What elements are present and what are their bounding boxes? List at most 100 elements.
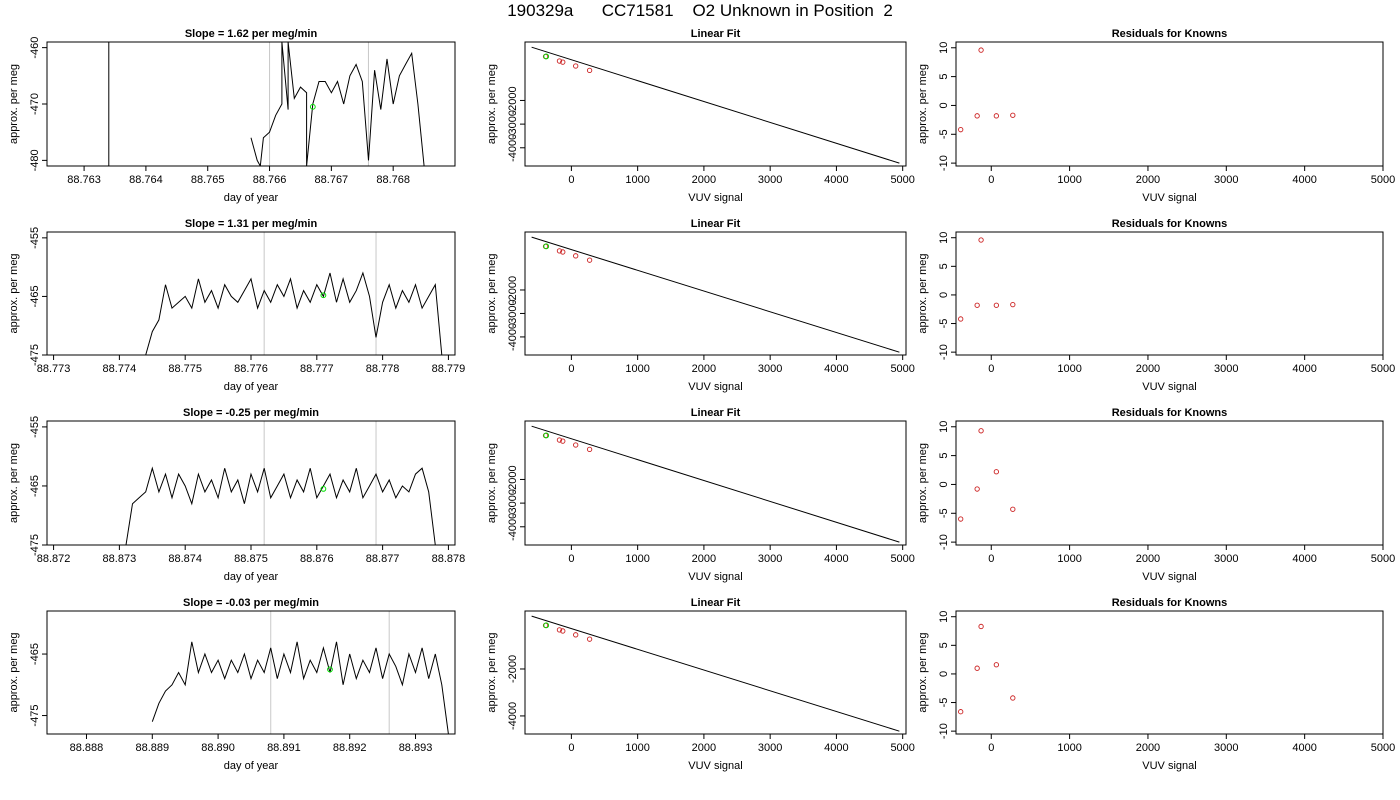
x-tick-label: 0 bbox=[568, 363, 574, 375]
x-tick-label: 88.765 bbox=[191, 174, 225, 186]
x-tick-label: 2000 bbox=[1136, 553, 1160, 565]
plot-frame bbox=[524, 41, 907, 167]
y-tick-label: -3000 bbox=[507, 110, 519, 138]
plot-frame bbox=[955, 420, 1384, 546]
data-point bbox=[573, 253, 579, 259]
y-tick-label: -475 bbox=[29, 705, 41, 727]
data-point bbox=[993, 302, 999, 308]
y-tick-label: -4000 bbox=[507, 702, 519, 730]
x-tick-label: 5000 bbox=[890, 363, 914, 375]
panel-title: Slope = -0.03 per meg/min bbox=[183, 597, 319, 609]
plot-area bbox=[151, 641, 449, 734]
y-tick-label: -3000 bbox=[507, 299, 519, 327]
x-tick-label: 5000 bbox=[1371, 174, 1395, 186]
series-line bbox=[250, 42, 425, 166]
x-tick-label: 3000 bbox=[1214, 742, 1238, 754]
panel-4-3: Residuals for Knowns 0 1000 2000 3000 4000 500… bbox=[917, 597, 1395, 772]
plot-frame bbox=[46, 41, 456, 167]
x-tick-label: 4000 bbox=[824, 742, 848, 754]
x-tick-label: 4000 bbox=[1292, 363, 1316, 375]
x-tick-label: 88.766 bbox=[253, 174, 287, 186]
x-tick-label: 88.767 bbox=[315, 174, 349, 186]
x-tick-label: 88.774 bbox=[103, 363, 137, 375]
y-tick-label: -5 bbox=[938, 508, 950, 518]
x-tick-label: 2000 bbox=[692, 363, 716, 375]
data-point bbox=[1010, 302, 1016, 308]
fit-line bbox=[531, 236, 900, 353]
panel-title: Residuals for Knowns bbox=[1112, 407, 1228, 419]
data-point bbox=[560, 628, 566, 634]
x-axis-label: VUV signal bbox=[1142, 760, 1196, 772]
x-tick-label: 5000 bbox=[890, 553, 914, 565]
y-tick-label: -480 bbox=[29, 149, 41, 171]
x-tick-label: 0 bbox=[988, 553, 994, 565]
x-tick-label: 88.873 bbox=[103, 553, 137, 565]
y-tick-label: 0 bbox=[938, 292, 950, 298]
plot-frame bbox=[46, 420, 456, 546]
y-tick-label: -465 bbox=[29, 475, 41, 497]
highlight-point bbox=[543, 622, 550, 629]
y-tick-label: -2000 bbox=[507, 655, 519, 683]
data-point bbox=[586, 257, 593, 263]
data-point bbox=[556, 248, 563, 254]
panel-1-1: Slope = 1.62 per meg/min 88.763 88.764 88.7… bbox=[8, 28, 456, 204]
data-point bbox=[556, 58, 563, 64]
data-point bbox=[974, 302, 980, 308]
data-point bbox=[978, 47, 984, 53]
data-point bbox=[556, 437, 563, 443]
x-tick-label: 88.874 bbox=[168, 553, 202, 565]
data-point bbox=[586, 636, 593, 642]
x-tick-label: 3000 bbox=[1214, 174, 1238, 186]
x-tick-label: 3000 bbox=[758, 742, 782, 754]
data-point bbox=[573, 63, 579, 69]
plot-frame bbox=[955, 610, 1384, 735]
x-tick-label: 1000 bbox=[1057, 553, 1081, 565]
x-tick-label: 3000 bbox=[758, 174, 782, 186]
x-tick-label: 3000 bbox=[758, 553, 782, 565]
y-tick-label: -5 bbox=[938, 698, 950, 708]
highlight-point bbox=[543, 243, 550, 250]
x-tick-label: 88.773 bbox=[37, 363, 71, 375]
x-tick-label: 5000 bbox=[1371, 363, 1395, 375]
y-tick-label: -2000 bbox=[507, 86, 519, 114]
x-tick-label: 2000 bbox=[692, 553, 716, 565]
x-tick-label: 88.779 bbox=[432, 363, 466, 375]
x-tick-label: 1000 bbox=[625, 742, 649, 754]
y-axis-label: approx. per meg bbox=[486, 64, 498, 144]
y-tick-label: 10 bbox=[938, 611, 950, 623]
data-point bbox=[993, 113, 999, 119]
panel-title: Slope = -0.25 per meg/min bbox=[183, 407, 319, 419]
y-tick-label: 5 bbox=[938, 453, 950, 459]
panel-title: Slope = 1.31 per meg/min bbox=[185, 218, 318, 230]
x-axis-label: day of year bbox=[224, 760, 279, 772]
y-axis-label: approx. per meg bbox=[8, 253, 20, 333]
x-tick-label: 88.764 bbox=[129, 174, 163, 186]
panel-2-1: Slope = 1.31 per meg/min 88.773 88.774 88.7… bbox=[8, 218, 465, 393]
y-tick-label: -460 bbox=[29, 37, 41, 59]
panel-3-3: Residuals for Knowns 0 1000 2000 3000 4000 500… bbox=[917, 407, 1395, 583]
x-tick-label: 88.776 bbox=[234, 363, 268, 375]
fit-line bbox=[531, 425, 900, 543]
y-tick-label: -5 bbox=[938, 129, 950, 139]
y-tick-label: 5 bbox=[938, 74, 950, 80]
x-tick-label: 88.763 bbox=[67, 174, 101, 186]
data-point bbox=[1010, 695, 1016, 701]
y-tick-label: -470 bbox=[29, 93, 41, 115]
x-tick-label: 5000 bbox=[1371, 553, 1395, 565]
y-tick-label: -455 bbox=[29, 227, 41, 249]
y-tick-label: -3000 bbox=[507, 489, 519, 517]
fit-line bbox=[531, 615, 900, 732]
data-point bbox=[958, 127, 964, 133]
x-tick-label: 1000 bbox=[625, 363, 649, 375]
y-tick-label: -10 bbox=[938, 155, 950, 171]
plot-area bbox=[531, 46, 900, 164]
y-axis-label: approx. per meg bbox=[917, 443, 929, 523]
x-axis-label: VUV signal bbox=[688, 760, 742, 772]
panel-title: Residuals for Knowns bbox=[1112, 28, 1228, 40]
panel-title: Residuals for Knowns bbox=[1112, 597, 1228, 609]
y-tick-label: -475 bbox=[29, 344, 41, 366]
data-point bbox=[974, 113, 980, 119]
x-tick-label: 88.891 bbox=[267, 742, 301, 754]
x-tick-label: 88.775 bbox=[168, 363, 202, 375]
x-tick-label: 4000 bbox=[1292, 742, 1316, 754]
